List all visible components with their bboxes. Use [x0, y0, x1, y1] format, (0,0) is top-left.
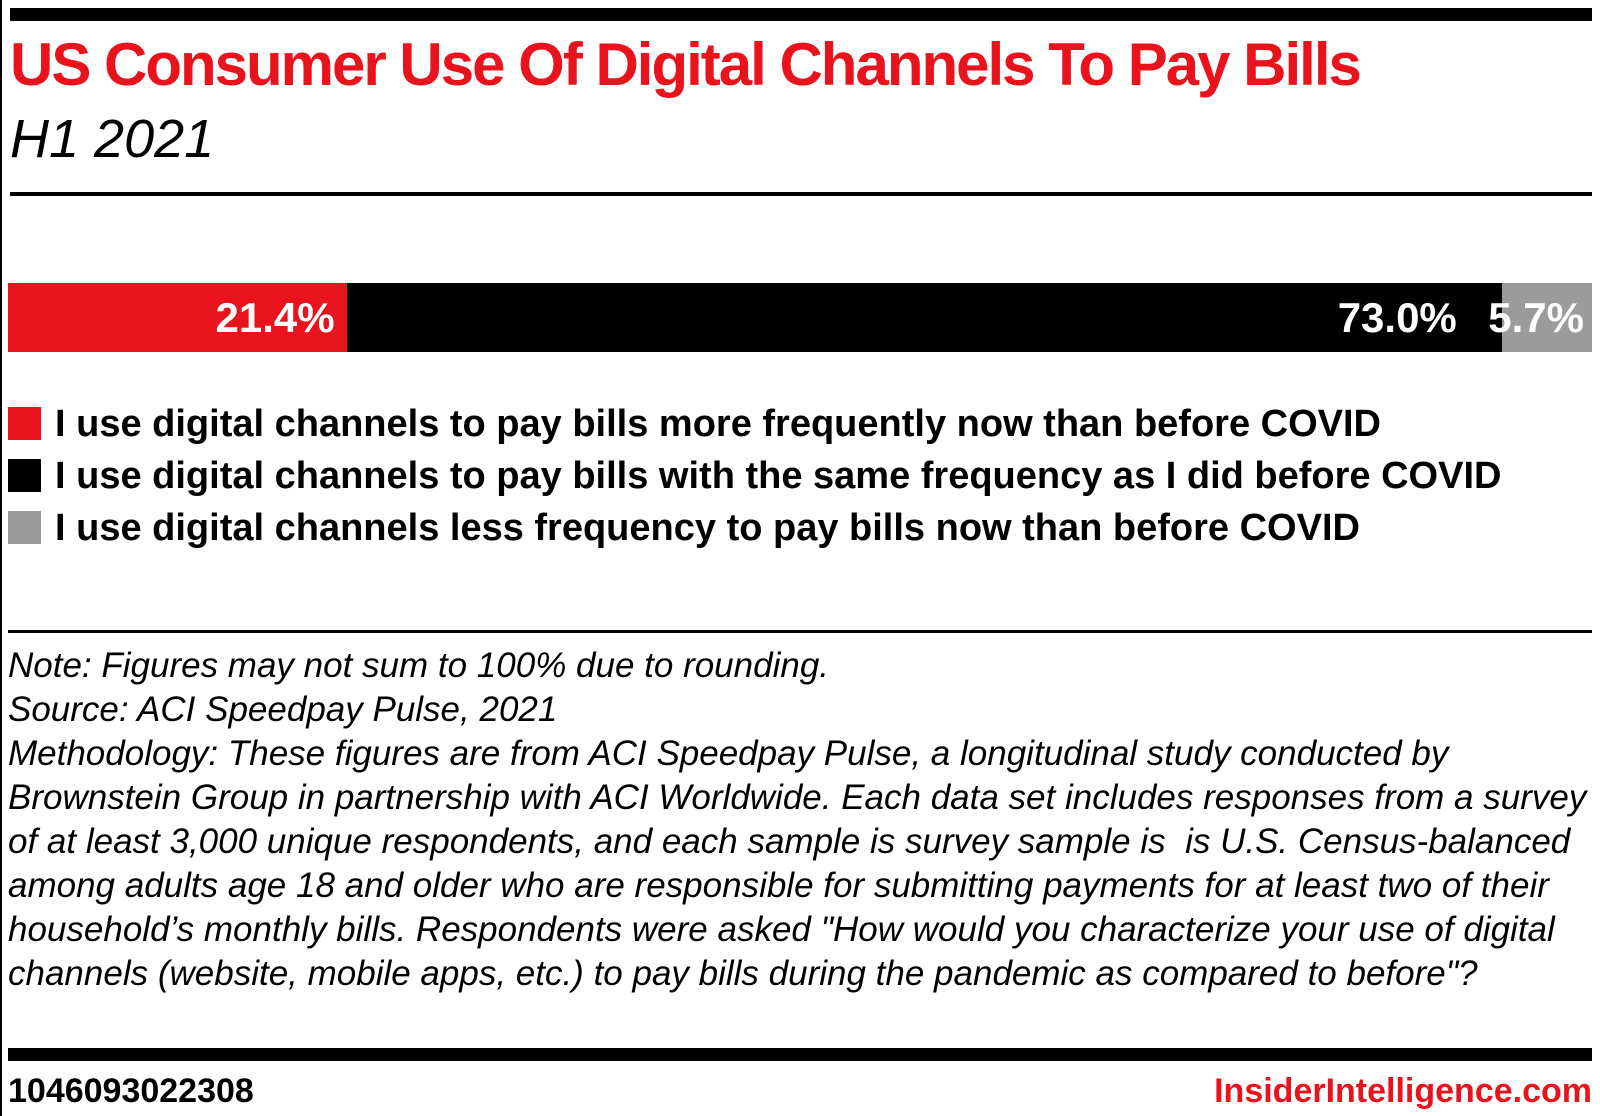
legend-item-same-frequency: I use digital channels to pay bills with…: [8, 450, 1592, 502]
chart-id: 1046093022308: [8, 1072, 254, 1110]
bar-segment-value-label: 5.7%: [1488, 293, 1584, 341]
bar-segment-value-label: 21.4%: [215, 293, 335, 341]
methodology-text: Methodology: These figures are from ACI …: [8, 734, 1597, 993]
legend-item-more-frequently: I use digital channels to pay bills more…: [8, 398, 1592, 450]
legend-swatch-red: [8, 407, 41, 440]
legend-swatch-black: [8, 459, 41, 492]
notes-block: Note: Figures may not sum to 100% due to…: [8, 644, 1592, 996]
bar-segment-more-frequently: 21.4%: [8, 283, 347, 352]
left-edge-line: [0, 0, 2, 1116]
bar-segment-value-label: 73.0%: [1337, 293, 1457, 341]
legend-item-label: I use digital channels to pay bills with…: [55, 455, 1502, 497]
insider-intelligence-url: InsiderIntelligence.com: [1214, 1072, 1592, 1110]
legend-item-less-frequency: I use digital channels less frequency to…: [8, 502, 1592, 554]
legend-item-label: I use digital channels to pay bills more…: [55, 403, 1381, 445]
legend: I use digital channels to pay bills more…: [8, 398, 1592, 554]
note-text: Note: Figures may not sum to 100% due to…: [8, 646, 830, 685]
footer: 1046093022308 InsiderIntelligence.com: [8, 1072, 1592, 1111]
stacked-bar: 21.4% 73.0% 5.7%: [8, 283, 1592, 352]
legend-swatch-gray: [8, 511, 41, 544]
bar-segment-same-frequency: 73.0%: [346, 283, 1502, 352]
source-text: Source: ACI Speedpay Pulse, 2021: [8, 690, 558, 729]
footer-bar: [8, 1048, 1592, 1061]
notes-divider-line: [8, 630, 1592, 633]
legend-item-label: I use digital channels less frequency to…: [55, 507, 1360, 549]
chart-subtitle: H1 2021: [10, 109, 215, 169]
chart-title: US Consumer Use Of Digital Channels To P…: [10, 31, 1362, 98]
header-divider-line: [10, 192, 1592, 196]
top-accent-bar: [10, 8, 1592, 21]
bar-segment-less-frequency: 5.7%: [1488, 283, 1592, 352]
